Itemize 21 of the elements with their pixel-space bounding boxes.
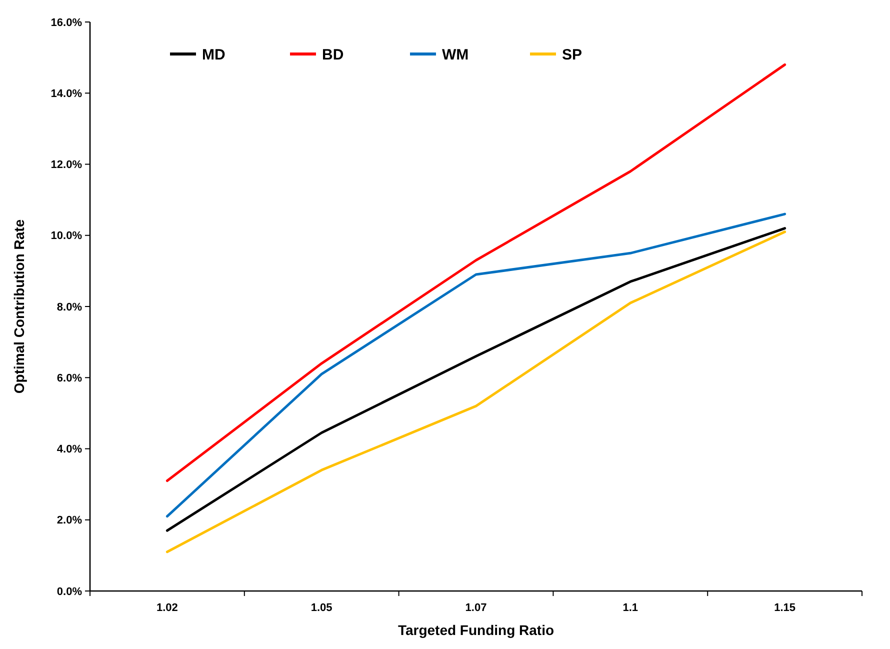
legend-label: SP xyxy=(562,46,582,64)
y-tick-label: 8.0% xyxy=(56,301,82,314)
x-tick-label: 1.07 xyxy=(465,602,487,614)
legend-label: MD xyxy=(202,46,226,64)
x-tick-label: 1.15 xyxy=(774,602,796,614)
y-axis-title: Optimal Contribution Rate xyxy=(11,219,27,394)
x-tick-label: 1.1 xyxy=(622,602,638,614)
x-tick-label: 1.02 xyxy=(156,602,178,614)
y-tick-label: 14.0% xyxy=(50,88,82,100)
y-tick-label: 4.0% xyxy=(56,444,82,456)
line-series xyxy=(166,63,786,482)
y-tick-label: 6.0% xyxy=(56,372,82,384)
y-tick-label: 2.0% xyxy=(56,514,82,527)
y-tick-label: 0.0% xyxy=(56,586,82,598)
y-tick-label: 16.0% xyxy=(50,16,82,29)
legend-label: BD xyxy=(322,46,344,64)
legend-label: WM xyxy=(442,46,469,64)
x-tick-label: 1.05 xyxy=(310,602,332,614)
x-axis-title: Targeted Funding Ratio xyxy=(398,622,554,638)
y-tick-label: 12.0% xyxy=(50,159,82,172)
y-tick-label: 10.0% xyxy=(50,230,82,242)
